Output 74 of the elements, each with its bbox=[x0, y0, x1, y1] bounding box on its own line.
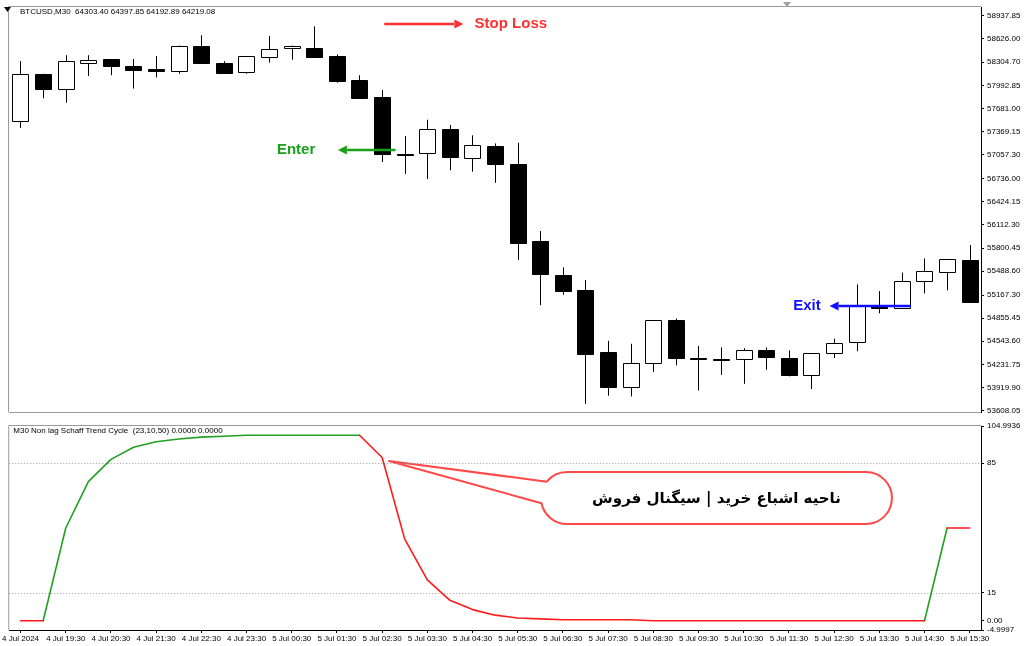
x-tick-label: 5 Jul 00:30 bbox=[272, 634, 312, 644]
y-tick-label: 85 bbox=[987, 458, 997, 468]
chart-title: M30 Non lag Schaff Trend Cycle (23,10,50) 0.0000 0.0000 bbox=[13, 426, 224, 436]
y-tick-label: 0.00 bbox=[987, 615, 1004, 625]
x-tick-label: 5 Jul 07:30 bbox=[588, 634, 629, 644]
annotation: Stop Loss bbox=[474, 14, 548, 32]
candlestick bbox=[35, 73, 52, 99]
x-tick-label: 4 Jul 20:30 bbox=[91, 634, 132, 644]
x-tick-label: 5 Jul 01:30 bbox=[317, 634, 358, 644]
candlestick bbox=[419, 119, 436, 180]
y-tick-label: 57681.00 bbox=[987, 103, 1021, 113]
x-tick-label: 4 Jul 19:30 bbox=[46, 634, 86, 644]
candlestick bbox=[939, 258, 956, 291]
x-tick-label: 4 Jul 2024 bbox=[2, 634, 40, 644]
x-tick-label: 5 Jul 05:30 bbox=[498, 634, 538, 644]
x-tick-label: 4 Jul 23:30 bbox=[226, 634, 267, 644]
candlestick bbox=[261, 35, 278, 64]
x-tick-label: 4 Jul 22:30 bbox=[181, 634, 222, 644]
y-tick-label: 58304.70 bbox=[987, 57, 1021, 67]
candlestick bbox=[487, 142, 504, 184]
y-tick-label: 57057.30 bbox=[987, 150, 1021, 160]
y-tick-label: 55167.30 bbox=[987, 290, 1021, 300]
y-tick-label: -4.9997 bbox=[987, 625, 1015, 635]
x-tick-label: 5 Jul 04:30 bbox=[452, 634, 493, 644]
x-tick-label: 5 Jul 08:30 bbox=[633, 634, 674, 644]
x-tick-label: 5 Jul 11:30 bbox=[769, 634, 809, 644]
y-tick-label: 15 bbox=[987, 588, 997, 598]
x-tick-label: 5 Jul 10:30 bbox=[724, 634, 764, 644]
candlestick bbox=[713, 346, 730, 376]
candlestick bbox=[306, 25, 323, 58]
annotation: Enter bbox=[276, 140, 316, 158]
candlestick bbox=[80, 54, 97, 77]
candlestick bbox=[690, 345, 707, 391]
candlestick bbox=[351, 74, 368, 99]
candlestick bbox=[781, 349, 798, 377]
x-tick-label: 5 Jul 09:30 bbox=[678, 634, 719, 644]
y-tick-label: 54855.45 bbox=[987, 313, 1021, 323]
y-tick-label: 55800.45 bbox=[987, 243, 1021, 253]
x-tick-label: 5 Jul 13:30 bbox=[859, 634, 900, 644]
candlestick bbox=[826, 338, 843, 359]
candlestick bbox=[736, 347, 753, 385]
y-tick-label: 54543.60 bbox=[987, 336, 1021, 346]
chart-title: BTCUSD,M30 64303.40 64397.85 64192.89 64219.08 bbox=[20, 7, 216, 17]
y-tick-label: 56424.15 bbox=[987, 196, 1021, 206]
candlestick bbox=[125, 58, 142, 90]
candlestick bbox=[193, 34, 210, 64]
candlestick bbox=[803, 352, 820, 390]
x-tick-label: 5 Jul 14:30 bbox=[904, 634, 945, 644]
x-tick-label: 5 Jul 03:30 bbox=[407, 634, 448, 644]
y-tick-label: 58937.85 bbox=[987, 10, 1021, 20]
annotation: Exit bbox=[793, 296, 821, 314]
candlestick bbox=[758, 346, 775, 371]
y-tick-label: 53919.90 bbox=[987, 382, 1021, 392]
x-tick-label: 5 Jul 02:30 bbox=[362, 634, 403, 644]
y-tick-label: 55488.60 bbox=[987, 266, 1021, 276]
x-tick-label: 5 Jul 12:30 bbox=[814, 634, 855, 644]
y-tick-label: 56736.00 bbox=[987, 173, 1021, 183]
y-tick-label: 58626.00 bbox=[987, 33, 1021, 43]
annotation: ناحیه اشباع خرید | سیگنال فروش bbox=[592, 489, 841, 507]
x-tick-label: 5 Jul 15:30 bbox=[950, 634, 990, 644]
y-tick-label: 104.9936 bbox=[987, 421, 1021, 431]
candlestick bbox=[916, 257, 933, 294]
candlestick bbox=[555, 266, 572, 296]
y-tick-label: 56112.30 bbox=[987, 220, 1021, 230]
candlestick bbox=[148, 55, 165, 78]
y-tick-label: 57992.85 bbox=[987, 80, 1021, 90]
x-tick-label: 4 Jul 21:30 bbox=[136, 634, 177, 644]
candlestick bbox=[464, 134, 481, 173]
x-tick-label: 5 Jul 06:30 bbox=[543, 634, 584, 644]
y-tick-label: 57369.15 bbox=[987, 126, 1021, 136]
y-tick-label: 54231.75 bbox=[987, 359, 1021, 369]
candlestick bbox=[397, 135, 414, 175]
y-tick-label: 53608.05 bbox=[987, 405, 1021, 415]
candlestick bbox=[623, 343, 640, 397]
